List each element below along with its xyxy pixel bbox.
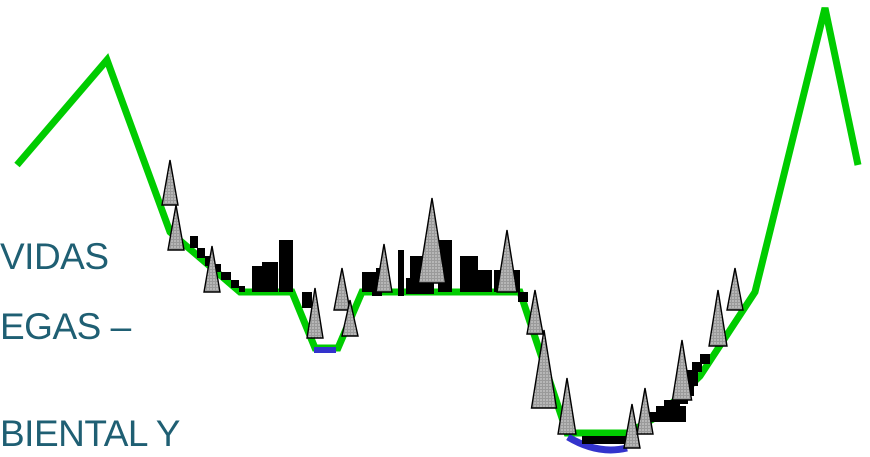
tree-icon xyxy=(167,204,185,251)
tree-icon xyxy=(726,267,744,311)
tree-icon xyxy=(530,329,558,409)
building-icon xyxy=(190,236,312,308)
tree-icon xyxy=(636,387,654,435)
trees xyxy=(161,159,744,449)
text-fragment-egas: EGAS – xyxy=(0,306,131,347)
tree-icon xyxy=(671,339,693,401)
tree-icon xyxy=(333,267,351,311)
tree-icon xyxy=(161,159,179,206)
terrain-profile-line xyxy=(14,7,862,437)
tree-icon xyxy=(417,197,447,284)
tree-icon xyxy=(496,229,518,293)
tree-icon xyxy=(341,299,359,337)
text-fragment-biental: BIENTAL Y xyxy=(0,413,180,454)
text-fragment-vidas: VIDAS xyxy=(0,236,109,277)
tree-icon xyxy=(375,243,393,293)
tree-icon xyxy=(557,377,577,435)
tree-icon xyxy=(708,289,728,347)
water-body xyxy=(566,433,628,454)
tree-icon xyxy=(526,289,544,335)
tree-icon xyxy=(306,287,324,339)
tree-icon xyxy=(203,245,221,293)
tree-icon xyxy=(623,403,641,449)
